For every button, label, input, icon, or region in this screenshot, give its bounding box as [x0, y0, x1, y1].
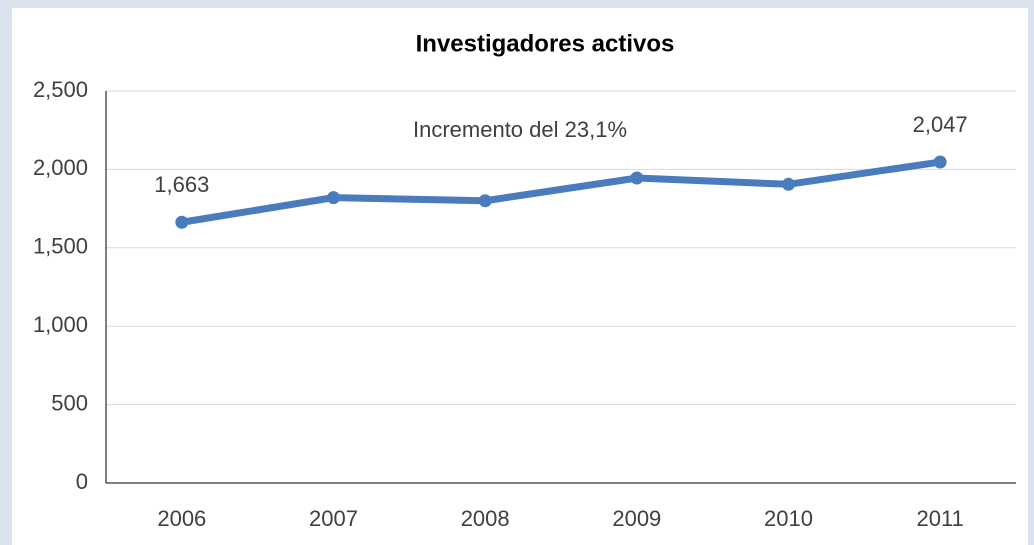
y-tick-label: 2,500 [33, 77, 88, 102]
x-tick-label: 2011 [917, 506, 964, 531]
x-tick-label: 2008 [461, 506, 510, 531]
data-point [327, 191, 340, 205]
y-tick-label: 500 [51, 390, 88, 415]
chart-panel [12, 8, 1028, 545]
data-line [181, 158, 941, 226]
x-tick-label: 2010 [764, 506, 813, 531]
data-point [630, 171, 644, 185]
chart-title: Investigadores activos [416, 30, 675, 57]
y-tick-label: 2,000 [33, 155, 88, 180]
x-tick-label: 2007 [309, 506, 358, 531]
data-label: 1,663 [154, 172, 209, 197]
data-point [933, 155, 947, 169]
y-tick-label: 1,500 [33, 234, 88, 259]
data-point [782, 177, 795, 191]
data-point [478, 194, 492, 208]
data-label: 2,047 [913, 112, 968, 137]
annotation: Incremento del 23,1% [413, 117, 627, 142]
y-tick-label: 0 [76, 469, 88, 494]
y-tick-label: 1,000 [33, 312, 88, 337]
data-point [175, 215, 189, 229]
x-tick-label: 2006 [157, 506, 206, 531]
x-tick-label: 2009 [612, 506, 661, 531]
